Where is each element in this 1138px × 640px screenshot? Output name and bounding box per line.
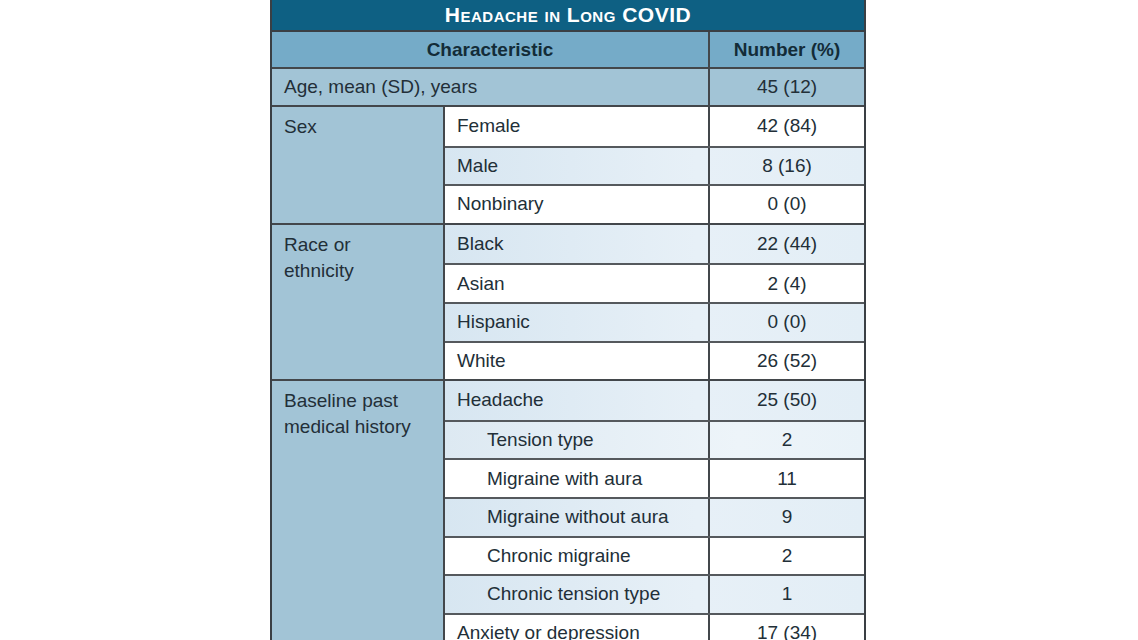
group-rows: Black 22 (44) Asian 2 (4) Hispanic 0 (0)…: [445, 225, 864, 379]
table-row-white: White 26 (52): [445, 341, 864, 380]
row-value: 0 (0): [708, 186, 864, 223]
row-value: 17 (34): [708, 615, 864, 640]
row-value: 1: [708, 576, 864, 613]
row-value: 11: [708, 460, 864, 497]
table-row-asian: Asian 2 (4): [445, 263, 864, 302]
row-value: 2: [708, 538, 864, 575]
row-label: Female: [445, 107, 708, 146]
row-label: Chronic tension type: [445, 576, 708, 613]
group-baseline-history: Baseline past medical history Headache 2…: [272, 379, 864, 640]
table-title: Headache in Long COVID: [272, 0, 864, 30]
row-label: Asian: [445, 265, 708, 302]
group-sex: Sex Female 42 (84) Male 8 (16) Nonbinary…: [272, 105, 864, 223]
table-row-hispanic: Hispanic 0 (0): [445, 302, 864, 341]
row-value: 42 (84): [708, 107, 864, 146]
column-header-characteristic: Characteristic: [272, 32, 708, 67]
table-row-chronic-tension-type: Chronic tension type 1: [445, 574, 864, 613]
table-row-migraine-without-aura: Migraine without aura 9: [445, 497, 864, 536]
row-value: 2 (4): [708, 265, 864, 302]
group-rows: Headache 25 (50) Tension type 2 Migraine…: [445, 381, 864, 640]
row-label: Headache: [445, 381, 708, 420]
group-label: Sex: [272, 107, 445, 223]
row-label: Age, mean (SD), years: [272, 69, 708, 105]
group-label: Race or ethnicity: [272, 225, 445, 379]
page: Headache in Long COVID Characteristic Nu…: [0, 0, 1138, 640]
row-label: Black: [445, 225, 708, 264]
row-value: 9: [708, 499, 864, 536]
table-row-tension-type: Tension type 2: [445, 420, 864, 459]
row-label: Chronic migraine: [445, 538, 708, 575]
table-row-migraine-with-aura: Migraine with aura 11: [445, 458, 864, 497]
table-row-headache: Headache 25 (50): [445, 381, 864, 420]
row-value: 25 (50): [708, 381, 864, 420]
row-value: 22 (44): [708, 225, 864, 264]
table-row-black: Black 22 (44): [445, 225, 864, 264]
table-row-age: Age, mean (SD), years 45 (12): [272, 67, 864, 105]
row-label: White: [445, 343, 708, 380]
row-label: Migraine with aura: [445, 460, 708, 497]
table-row-chronic-migraine: Chronic migraine 2: [445, 536, 864, 575]
row-label: Migraine without aura: [445, 499, 708, 536]
row-label: Anxiety or depression: [445, 615, 708, 640]
row-value: 45 (12): [708, 69, 864, 105]
row-value: 2: [708, 422, 864, 459]
table-row-nonbinary: Nonbinary 0 (0): [445, 184, 864, 223]
table-row-male: Male 8 (16): [445, 146, 864, 185]
table-row-female: Female 42 (84): [445, 107, 864, 146]
group-label: Baseline past medical history: [272, 381, 445, 640]
group-race-ethnicity: Race or ethnicity Black 22 (44) Asian 2 …: [272, 223, 864, 379]
row-label: Nonbinary: [445, 186, 708, 223]
table-row-anxiety-depression: Anxiety or depression 17 (34): [445, 613, 864, 640]
row-label: Tension type: [445, 422, 708, 459]
row-value: 0 (0): [708, 304, 864, 341]
column-header-number: Number (%): [708, 32, 864, 67]
row-value: 26 (52): [708, 343, 864, 380]
row-label: Male: [445, 148, 708, 185]
row-value: 8 (16): [708, 148, 864, 185]
table-header-row: Characteristic Number (%): [272, 30, 864, 67]
group-rows: Female 42 (84) Male 8 (16) Nonbinary 0 (…: [445, 107, 864, 223]
headache-long-covid-table: Headache in Long COVID Characteristic Nu…: [270, 0, 866, 640]
row-label: Hispanic: [445, 304, 708, 341]
